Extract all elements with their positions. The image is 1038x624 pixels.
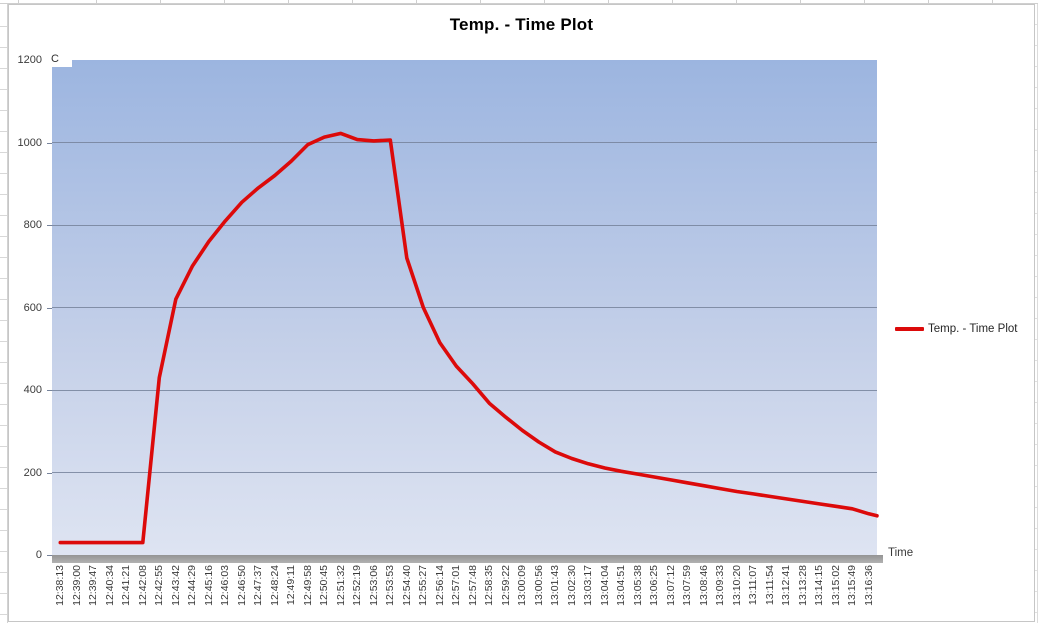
x-axis-label[interactable]: 12:48:24: [268, 565, 281, 606]
y-axis-unit-label[interactable]: C: [46, 51, 72, 67]
x-axis-label[interactable]: 12:54:40: [400, 565, 413, 606]
gridline: [52, 224, 877, 226]
y-axis-tick: [47, 225, 52, 226]
gridline: [52, 389, 877, 391]
x-axis-label[interactable]: 12:45:16: [202, 565, 215, 606]
x-axis-label[interactable]: 13:02:30: [565, 565, 578, 606]
x-axis-label[interactable]: 12:49:58: [301, 565, 314, 606]
x-axis-label[interactable]: 13:11:07: [747, 565, 760, 606]
x-axis-label[interactable]: 13:14:15: [813, 565, 826, 606]
x-axis-label[interactable]: 12:51:32: [334, 565, 347, 606]
y-axis-tick: [47, 142, 52, 144]
x-axis-label[interactable]: 13:15:49: [846, 565, 859, 606]
y-axis-tick: [47, 307, 52, 309]
chart-title[interactable]: Temp. - Time Plot: [449, 15, 594, 34]
x-axis-label[interactable]: 12:57:48: [466, 565, 479, 606]
y-axis-label[interactable]: 800: [23, 219, 42, 231]
x-axis-label[interactable]: 12:53:06: [367, 565, 380, 606]
x-axis-label[interactable]: 13:00:09: [516, 565, 529, 606]
x-axis-label[interactable]: 13:13:28: [796, 565, 809, 606]
legend-line-swatch: [895, 327, 924, 331]
y-axis-tick: [47, 472, 52, 474]
x-axis-label[interactable]: 13:05:38: [631, 565, 644, 606]
x-axis-label[interactable]: 13:09:33: [714, 565, 727, 606]
x-axis-label[interactable]: 13:06:25: [648, 565, 661, 606]
x-axis-label[interactable]: 12:50:45: [318, 565, 331, 606]
x-axis-title[interactable]: Time: [888, 547, 914, 559]
plot-area[interactable]: [52, 60, 877, 555]
x-axis-label[interactable]: 12:56:14: [433, 565, 446, 606]
x-axis-label[interactable]: 13:08:46: [697, 565, 710, 606]
sheet-column-gridlines: [0, 0, 1038, 4]
y-axis-label[interactable]: 400: [23, 384, 42, 396]
x-axis-label[interactable]: 13:16:36: [862, 565, 875, 606]
x-axis-label[interactable]: 12:53:53: [384, 565, 397, 606]
y-axis-label[interactable]: 1000: [17, 136, 42, 149]
x-axis-label[interactable]: 13:10:20: [730, 565, 743, 606]
x-axis-label[interactable]: 12:46:03: [219, 565, 232, 606]
x-axis-label[interactable]: 12:39:00: [70, 565, 83, 606]
x-axis-label[interactable]: 13:15:02: [829, 565, 842, 606]
x-axis-label[interactable]: 13:04:51: [615, 565, 628, 606]
x-axis-label[interactable]: 13:12:41: [780, 565, 793, 606]
x-axis-label[interactable]: 12:42:55: [153, 565, 166, 606]
legend-label: Temp. - Time Plot: [928, 323, 1018, 335]
x-axis-label[interactable]: 13:07:59: [681, 565, 694, 606]
x-axis-label[interactable]: 12:40:34: [103, 565, 116, 606]
x-axis-label[interactable]: 12:49:11: [285, 565, 298, 606]
y-axis-label[interactable]: 0: [35, 549, 42, 561]
x-axis-label[interactable]: 12:57:01: [450, 565, 463, 606]
gridline: [52, 142, 877, 143]
x-axis-line[interactable]: [52, 555, 883, 563]
y-axis-tick: [47, 390, 52, 391]
x-axis-label[interactable]: 12:52:19: [351, 565, 364, 606]
x-axis-label[interactable]: 12:41:21: [120, 565, 133, 606]
gridline: [52, 307, 877, 308]
y-axis-label[interactable]: 200: [23, 466, 42, 479]
gridline: [52, 472, 877, 473]
x-axis-label[interactable]: 12:59:22: [499, 565, 512, 606]
x-axis-label[interactable]: 13:01:43: [549, 565, 562, 606]
y-axis-tick: [47, 555, 52, 556]
y-axis-label[interactable]: 1200: [17, 54, 42, 66]
x-axis-label[interactable]: 13:04:04: [598, 565, 611, 606]
x-axis-label[interactable]: 12:43:42: [169, 565, 182, 606]
series-line[interactable]: [52, 60, 879, 555]
x-axis-label[interactable]: 12:55:27: [417, 565, 430, 606]
x-axis-label[interactable]: 13:11:54: [763, 565, 776, 606]
x-axis-label[interactable]: 12:38:13: [54, 565, 67, 606]
x-axis-label[interactable]: 13:07:12: [664, 565, 677, 606]
x-axis-label[interactable]: 12:58:35: [483, 565, 496, 606]
x-axis-label[interactable]: 12:44:29: [186, 565, 199, 606]
sheet-row-gridlines: [0, 4, 8, 623]
x-axis-label[interactable]: 12:42:08: [136, 565, 149, 606]
x-axis-label[interactable]: 12:39:47: [87, 565, 100, 606]
x-axis-label[interactable]: 13:03:17: [582, 565, 595, 606]
x-axis-label[interactable]: 12:47:37: [252, 565, 265, 606]
y-axis-label[interactable]: 600: [23, 301, 42, 314]
legend[interactable]: Temp. - Time Plot: [895, 323, 1017, 335]
x-axis-label[interactable]: 13:00:56: [532, 565, 545, 606]
x-axis-label[interactable]: 12:46:50: [235, 565, 248, 606]
